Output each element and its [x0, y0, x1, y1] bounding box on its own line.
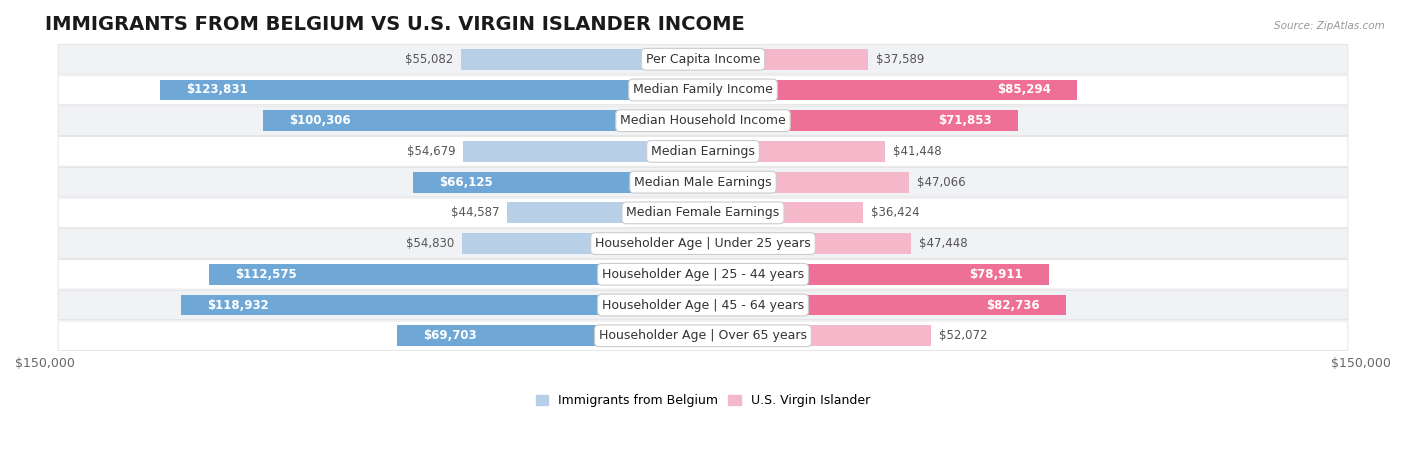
- Text: $118,932: $118,932: [208, 298, 270, 311]
- FancyBboxPatch shape: [58, 106, 1348, 135]
- Text: Median Earnings: Median Earnings: [651, 145, 755, 158]
- Text: $123,831: $123,831: [186, 84, 247, 97]
- Bar: [703, 264, 1049, 285]
- Text: Median Male Earnings: Median Male Earnings: [634, 176, 772, 189]
- Text: Source: ZipAtlas.com: Source: ZipAtlas.com: [1274, 21, 1385, 31]
- Bar: [461, 49, 703, 70]
- Text: $44,587: $44,587: [451, 206, 499, 219]
- Text: $36,424: $36,424: [870, 206, 920, 219]
- Text: $47,066: $47,066: [917, 176, 966, 189]
- Text: $69,703: $69,703: [423, 329, 477, 342]
- Text: Per Capita Income: Per Capita Income: [645, 53, 761, 66]
- Text: $52,072: $52,072: [939, 329, 988, 342]
- Text: $82,736: $82,736: [986, 298, 1039, 311]
- Text: $55,082: $55,082: [405, 53, 454, 66]
- Text: $85,294: $85,294: [997, 84, 1050, 97]
- Bar: [209, 264, 703, 285]
- Text: Householder Age | Under 25 years: Householder Age | Under 25 years: [595, 237, 811, 250]
- Bar: [508, 202, 703, 223]
- FancyBboxPatch shape: [58, 137, 1348, 166]
- Bar: [160, 79, 703, 100]
- Text: $54,830: $54,830: [406, 237, 454, 250]
- Bar: [463, 141, 703, 162]
- FancyBboxPatch shape: [58, 75, 1348, 105]
- FancyBboxPatch shape: [58, 229, 1348, 258]
- Bar: [703, 141, 884, 162]
- Bar: [703, 233, 911, 254]
- Text: $71,853: $71,853: [938, 114, 991, 127]
- Text: $100,306: $100,306: [290, 114, 352, 127]
- Bar: [703, 110, 1018, 131]
- Text: Median Family Income: Median Family Income: [633, 84, 773, 97]
- FancyBboxPatch shape: [58, 290, 1348, 320]
- Bar: [703, 325, 931, 346]
- Text: Householder Age | 45 - 64 years: Householder Age | 45 - 64 years: [602, 298, 804, 311]
- Bar: [703, 202, 863, 223]
- Text: $41,448: $41,448: [893, 145, 942, 158]
- Text: Householder Age | 25 - 44 years: Householder Age | 25 - 44 years: [602, 268, 804, 281]
- Bar: [703, 172, 910, 192]
- Bar: [463, 233, 703, 254]
- Legend: Immigrants from Belgium, U.S. Virgin Islander: Immigrants from Belgium, U.S. Virgin Isl…: [531, 389, 875, 412]
- FancyBboxPatch shape: [58, 321, 1348, 351]
- Bar: [263, 110, 703, 131]
- Text: $54,679: $54,679: [406, 145, 456, 158]
- FancyBboxPatch shape: [58, 198, 1348, 227]
- Text: Householder Age | Over 65 years: Householder Age | Over 65 years: [599, 329, 807, 342]
- Bar: [703, 49, 868, 70]
- Text: $66,125: $66,125: [439, 176, 494, 189]
- Text: IMMIGRANTS FROM BELGIUM VS U.S. VIRGIN ISLANDER INCOME: IMMIGRANTS FROM BELGIUM VS U.S. VIRGIN I…: [45, 15, 745, 34]
- Bar: [413, 172, 703, 192]
- Bar: [703, 79, 1077, 100]
- Text: Median Household Income: Median Household Income: [620, 114, 786, 127]
- Bar: [398, 325, 703, 346]
- Text: $112,575: $112,575: [235, 268, 297, 281]
- Bar: [181, 295, 703, 316]
- Text: $37,589: $37,589: [876, 53, 924, 66]
- Text: $47,448: $47,448: [920, 237, 967, 250]
- Text: $78,911: $78,911: [969, 268, 1024, 281]
- Text: Median Female Earnings: Median Female Earnings: [627, 206, 779, 219]
- Bar: [703, 295, 1066, 316]
- FancyBboxPatch shape: [58, 260, 1348, 289]
- FancyBboxPatch shape: [58, 167, 1348, 197]
- FancyBboxPatch shape: [58, 44, 1348, 74]
